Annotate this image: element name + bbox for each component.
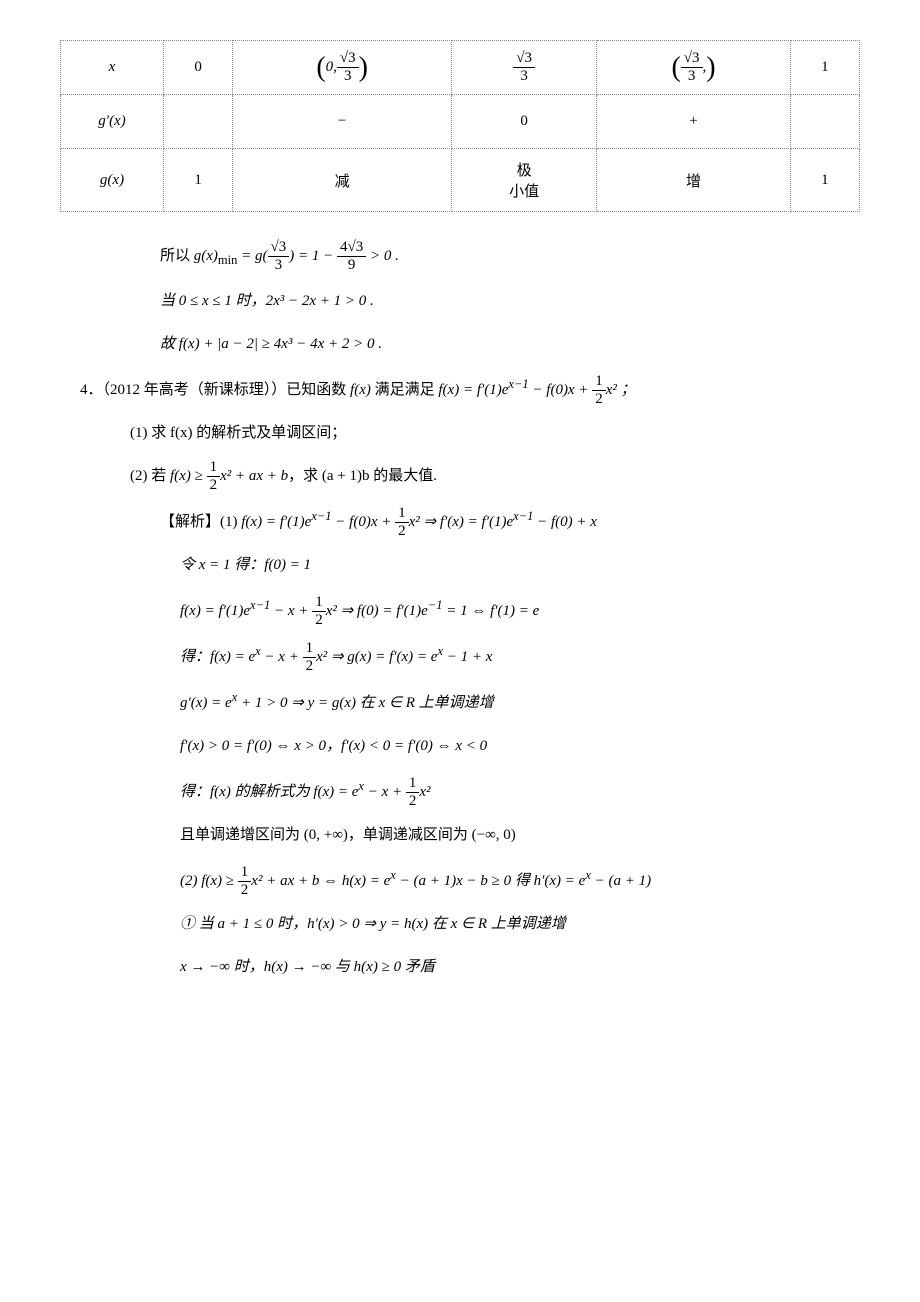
problem-4-statement: 4．（2012 年高考（新课标理））已知函数 f(x) 满足满足 f(x) = … (80, 371, 860, 407)
solution-6: f′(x) > 0 = f′(0) ⇔ x > 0，f′(x) < 0 = f′… (180, 730, 860, 763)
solution-5: g′(x) = ex + 1 > 0 ⇒ y = g(x) 在 x ∈ R 上单… (180, 684, 860, 720)
cell-g-2: 极 小值 (451, 149, 596, 212)
cell-g-4: 1 (790, 149, 859, 212)
cell-gp-4 (790, 95, 859, 149)
solution-3: f(x) = f′(1)ex−1 − x + 12x² ⇒ f(0) = f′(… (180, 592, 860, 628)
solution-7: 得：f(x) 的解析式为 f(x) = ex − x + 12x² (180, 773, 860, 809)
cell-gp-0 (164, 95, 233, 149)
question-1: (1) 求 f(x) 的解析式及单调区间； (130, 417, 860, 450)
cell-g-0: 1 (164, 149, 233, 212)
solution-1: 【解析】(1) f(x) = f′(1)ex−1 − f(0)x + 12x² … (160, 503, 860, 539)
cell-x-1: 1 (790, 41, 859, 95)
row-header-gprime: g′(x) (61, 95, 164, 149)
line-l2: 当 0 ≤ x ≤ 1 时，2x³ − 2x + 1 > 0 . (160, 285, 860, 318)
solution-4: 得：f(x) = ex − x + 12x² ⇒ g(x) = f′(x) = … (180, 638, 860, 674)
question-2: (2) 若 f(x) ≥ 12x² + ax + b，求 (a + 1)b 的最… (130, 460, 860, 493)
cell-g-3: 增 (597, 149, 790, 212)
solution-11: x → −∞ 时，h(x) → −∞ 与 h(x) ≥ 0 矛盾 (180, 951, 860, 984)
cell-x-interval2: (√33,) (597, 41, 790, 95)
row-header-g: g(x) (61, 149, 164, 212)
solution-2: 令 x = 1 得：f(0) = 1 (180, 549, 860, 582)
cell-x-interval1: (0,√33) (233, 41, 452, 95)
cell-g-1: 减 (233, 149, 452, 212)
solution-9: (2) f(x) ≥ 12x² + ax + b ⇔ h(x) = ex − (… (180, 862, 860, 898)
row-header-x: x (61, 41, 164, 95)
line-l3: 故 f(x) + |a − 2| ≥ 4x³ − 4x + 2 > 0 . (160, 328, 860, 361)
cell-gp-1: − (233, 95, 452, 149)
monotonicity-table: x 0 (0,√33) √33 (√33,) 1 g′(x) − 0 + g(x… (60, 40, 860, 212)
line-gmin: 所以 g(x)min = g(√33) = 1 − 4√39 > 0 . (160, 240, 860, 275)
cell-x-0: 0 (164, 41, 233, 95)
solution-8: 且单调递增区间为 (0, +∞)，单调递减区间为 (−∞, 0) (180, 819, 860, 852)
solution-10: ① 当 a + 1 ≤ 0 时，h′(x) > 0 ⇒ y = h(x) 在 x… (180, 908, 860, 941)
cell-gp-3: + (597, 95, 790, 149)
cell-gp-2: 0 (451, 95, 596, 149)
cell-x-crit: √33 (451, 41, 596, 95)
